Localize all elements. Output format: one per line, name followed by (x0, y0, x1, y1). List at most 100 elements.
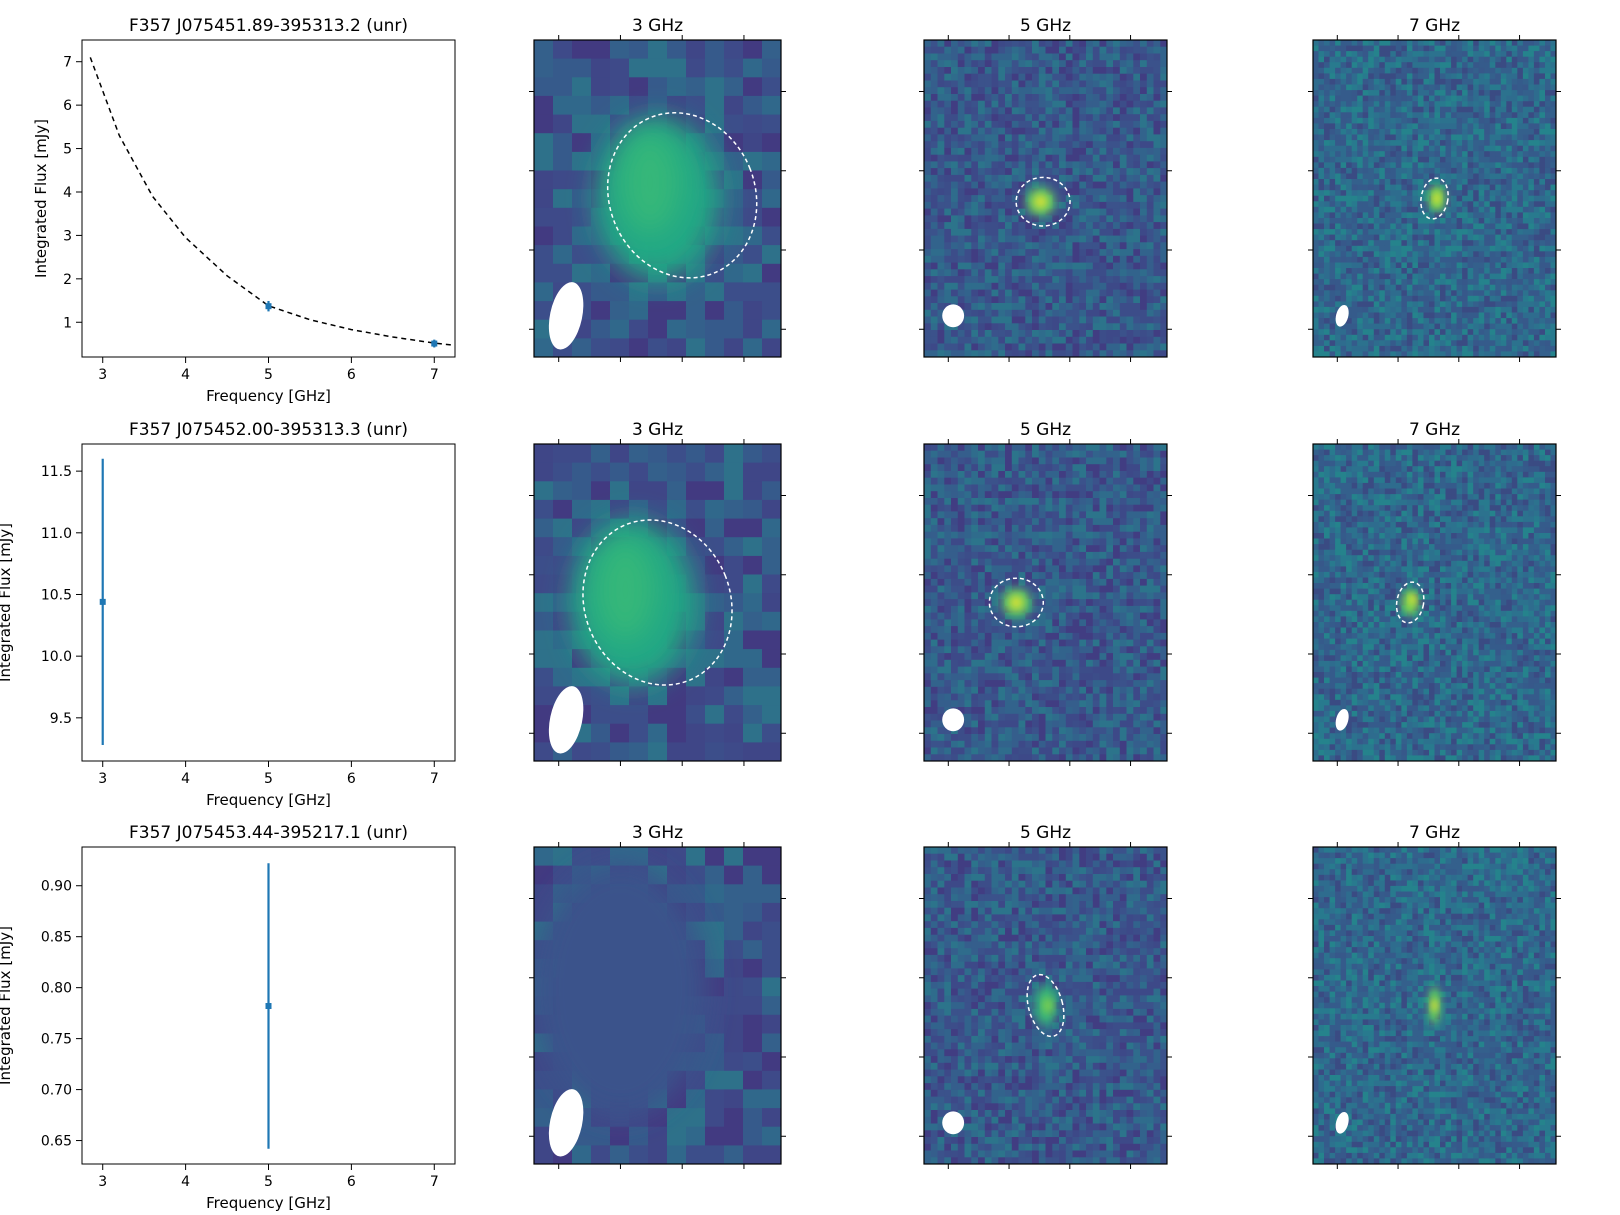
noise-pixel (1434, 78, 1441, 85)
noise-pixel (1451, 329, 1458, 336)
noise-pixel (705, 630, 725, 650)
noise-pixel (1539, 212, 1546, 219)
noise-pixel (1113, 296, 1121, 304)
noise-pixel (984, 87, 993, 95)
noise-pixel (1113, 174, 1121, 183)
noise-pixel (1489, 223, 1496, 230)
noise-pixel (1140, 303, 1148, 311)
noise-pixel (1072, 195, 1080, 203)
noise-pixel (1351, 284, 1358, 291)
noise-pixel (1362, 156, 1369, 163)
noise-pixel (1517, 123, 1524, 130)
noise-pixel (1025, 100, 1033, 108)
noise-pixel (1153, 60, 1161, 68)
sky-image (534, 40, 781, 357)
noise-pixel (964, 282, 972, 290)
noise-pixel (1533, 173, 1540, 180)
noise-pixel (924, 626, 932, 634)
noise-pixel (1025, 127, 1033, 135)
noise-pixel (591, 338, 611, 357)
noise-pixel (1550, 78, 1556, 85)
noise-pixel (930, 444, 939, 452)
noise-pixel (1539, 284, 1546, 291)
noise-pixel (1545, 156, 1551, 163)
noise-pixel (1005, 350, 1013, 357)
noise-pixel (1429, 95, 1435, 102)
noise-pixel (971, 141, 979, 149)
noise-pixel (686, 319, 706, 339)
noise-pixel (951, 181, 959, 189)
noise-pixel (937, 134, 945, 142)
noise-pixel (1434, 251, 1441, 258)
noise-pixel (762, 207, 781, 227)
noise-pixel (1079, 215, 1087, 223)
noise-pixel (1340, 134, 1347, 141)
noise-pixel (1390, 195, 1397, 202)
noise-pixel (1401, 123, 1408, 130)
noise-pixel (984, 73, 993, 81)
noise-pixel (1052, 188, 1060, 196)
noise-pixel (1153, 330, 1161, 338)
noise-pixel (1346, 151, 1353, 158)
noise-pixel (1126, 316, 1134, 324)
noise-pixel (924, 524, 932, 533)
noise-pixel (1522, 117, 1529, 124)
noise-pixel (1005, 147, 1013, 156)
noise-pixel (1451, 67, 1458, 74)
noise-pixel (1429, 129, 1435, 136)
noise-pixel (1528, 67, 1535, 74)
noise-pixel (1429, 240, 1435, 247)
noise-pixel (1373, 323, 1380, 330)
noise-pixel (1351, 134, 1358, 141)
noise-pixel (971, 46, 979, 54)
noise-pixel (743, 301, 763, 321)
noise-pixel (1011, 309, 1020, 317)
noise-pixel (534, 133, 554, 153)
noise-pixel (1351, 218, 1358, 225)
noise-pixel (937, 605, 945, 614)
noise-pixel (1522, 67, 1529, 74)
noise-pixel (1052, 40, 1060, 48)
noise-pixel (1517, 184, 1524, 191)
noise-pixel (1533, 117, 1540, 124)
noise-pixel (1346, 162, 1353, 169)
noise-pixel (1484, 229, 1491, 236)
noise-pixel (1445, 223, 1452, 230)
noise-pixel (1329, 318, 1336, 325)
noise-pixel (1086, 174, 1094, 183)
noise-pixel (1313, 340, 1319, 347)
noise-pixel (1522, 62, 1529, 69)
noise-pixel (1072, 67, 1080, 75)
noise-pixel (978, 215, 986, 223)
noise-pixel (1351, 162, 1358, 169)
noise-pixel (1517, 56, 1524, 63)
noise-pixel (1484, 134, 1491, 141)
noise-pixel (1146, 100, 1155, 108)
noise-pixel (1313, 290, 1319, 297)
noise-pixel (1335, 190, 1342, 197)
noise-pixel (1351, 329, 1358, 336)
noise-pixel (572, 499, 592, 519)
noise-pixel (1032, 242, 1040, 250)
noise-pixel (1423, 312, 1430, 319)
noise-pixel (1160, 289, 1167, 297)
noise-pixel (1368, 184, 1375, 191)
noise-pixel (1368, 223, 1375, 230)
noise-pixel (1517, 262, 1524, 269)
noise-pixel (1423, 195, 1430, 202)
noise-pixel (944, 734, 952, 742)
noise-pixel (1079, 289, 1087, 297)
noise-pixel (1423, 156, 1430, 163)
noise-pixel (1318, 78, 1325, 85)
noise-pixel (937, 612, 945, 620)
noise-pixel (1379, 212, 1386, 219)
noise-pixel (1086, 296, 1094, 304)
noise-pixel (930, 727, 939, 735)
noise-pixel (1106, 201, 1114, 210)
noise-pixel (1511, 318, 1518, 325)
noise-pixel (1395, 212, 1402, 219)
noise-pixel (1373, 40, 1380, 47)
noise-pixel (1368, 101, 1375, 108)
noise-pixel (1368, 73, 1375, 80)
noise-pixel (1545, 256, 1551, 263)
